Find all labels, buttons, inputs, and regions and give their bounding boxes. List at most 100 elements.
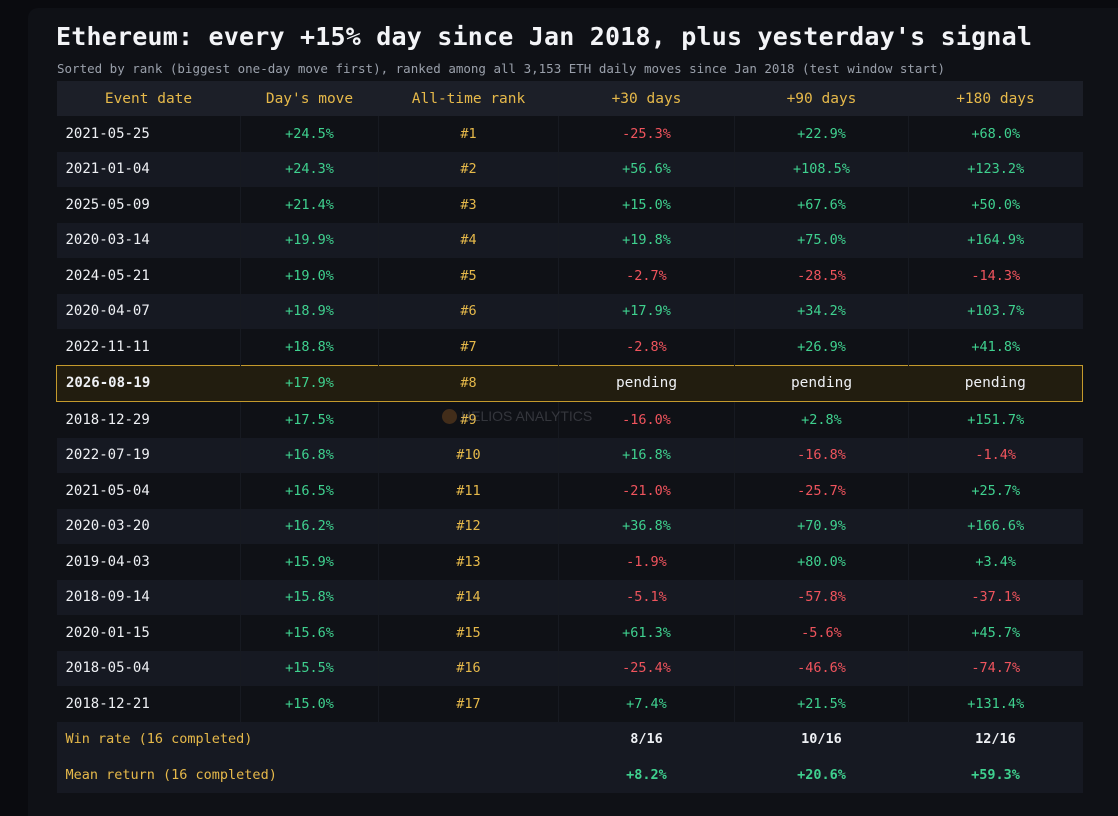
rank-cell: #2 xyxy=(378,151,559,187)
return-cell: +7.4% xyxy=(558,686,735,722)
day-move-cell: +18.8% xyxy=(240,329,379,365)
column-header: +90 days xyxy=(734,81,909,116)
return-cell: +75.0% xyxy=(734,222,909,258)
return-cell: +15.0% xyxy=(558,187,735,223)
return-cell: -25.3% xyxy=(558,116,735,152)
table-row: 2021-01-04 +24.3% #2 +56.6% +108.5% +123.2% xyxy=(56,151,1083,187)
return-cell: +2.8% xyxy=(734,401,909,438)
table-row: 2019-04-03 +15.9% #13 -1.9% +80.0% +3.4% xyxy=(56,544,1083,580)
return-cell: pending xyxy=(734,364,909,402)
return-cell: -46.6% xyxy=(734,650,909,686)
rank-cell: #8 xyxy=(378,364,559,402)
day-move-cell: +15.9% xyxy=(240,544,379,580)
table-row: 2020-03-20 +16.2% #12 +36.8% +70.9% +166.6% xyxy=(56,508,1083,544)
return-cell: +131.4% xyxy=(908,686,1083,722)
day-move-cell: +19.0% xyxy=(240,258,379,294)
rank-cell: #11 xyxy=(378,473,559,509)
rank-cell: #5 xyxy=(378,258,559,294)
return-cell: +67.6% xyxy=(734,187,909,223)
column-header: All-time rank xyxy=(378,81,559,116)
event-date-cell: 2024-05-21 xyxy=(56,258,241,294)
return-cell: +17.9% xyxy=(558,293,735,329)
return-cell: -28.5% xyxy=(734,258,909,294)
table-row: 2024-05-21 +19.0% #5 -2.7% -28.5% -14.3% xyxy=(56,258,1083,294)
day-move-cell: +18.9% xyxy=(240,293,379,329)
rank-cell: #14 xyxy=(378,579,559,615)
day-move-cell: +21.4% xyxy=(240,187,379,223)
column-header: +30 days xyxy=(558,81,735,116)
day-move-cell: +19.9% xyxy=(240,222,379,258)
return-cell: +164.9% xyxy=(908,222,1083,258)
column-header: Day's move xyxy=(240,81,379,116)
event-date-cell: 2018-05-04 xyxy=(56,650,241,686)
column-header: Event date xyxy=(56,81,241,116)
return-cell: -1.9% xyxy=(558,544,735,580)
rank-cell: #15 xyxy=(378,615,559,651)
rank-cell: #13 xyxy=(378,544,559,580)
summary-empty-cell xyxy=(240,757,379,793)
return-cell: +25.7% xyxy=(908,473,1083,509)
event-date-cell: 2022-07-19 xyxy=(56,437,241,473)
return-cell: +70.9% xyxy=(734,508,909,544)
table-row: 2018-12-29 +17.5% #9 -16.0% +2.8% +151.7% xyxy=(56,401,1083,438)
rank-cell: #9 xyxy=(378,401,559,438)
summary-value: 8/16 xyxy=(558,721,735,757)
event-date-cell: 2020-04-07 xyxy=(56,293,241,329)
rank-cell: #16 xyxy=(378,650,559,686)
event-date-cell: 2025-05-09 xyxy=(56,187,241,223)
table-row: 2025-05-09 +21.4% #3 +15.0% +67.6% +50.0% xyxy=(56,187,1083,223)
event-date-cell: 2021-01-04 xyxy=(56,151,241,187)
return-cell: +41.8% xyxy=(908,329,1083,365)
event-date-cell: 2020-01-15 xyxy=(56,615,241,651)
return-cell: pending xyxy=(908,364,1083,402)
return-cell: +3.4% xyxy=(908,544,1083,580)
page-subtitle: Sorted by rank (biggest one-day move fir… xyxy=(57,61,946,76)
rank-cell: #7 xyxy=(378,329,559,365)
return-cell: +16.8% xyxy=(558,437,735,473)
event-date-cell: 2020-03-14 xyxy=(56,222,241,258)
table-row: 2022-07-19 +16.8% #10 +16.8% -16.8% -1.4% xyxy=(56,437,1083,473)
table-row: 2018-05-04 +15.5% #16 -25.4% -46.6% -74.7% xyxy=(56,650,1083,686)
return-cell: -25.7% xyxy=(734,473,909,509)
day-move-cell: +15.0% xyxy=(240,686,379,722)
rank-cell: #4 xyxy=(378,222,559,258)
event-date-cell: 2022-11-11 xyxy=(56,329,241,365)
event-date-cell: 2026-08-19 xyxy=(56,364,241,402)
table-row: 2018-12-21 +15.0% #17 +7.4% +21.5% +131.4% xyxy=(56,686,1083,722)
table-row: 2021-05-25 +24.5% #1 -25.3% +22.9% +68.0% xyxy=(56,116,1083,152)
table-footer: Win rate (16 completed) 8/16 10/16 12/16 Mea… xyxy=(56,721,1083,793)
summary-value: 10/16 xyxy=(734,721,909,757)
return-cell: -21.0% xyxy=(558,473,735,509)
return-cell: +50.0% xyxy=(908,187,1083,223)
summary-empty-cell xyxy=(378,721,559,757)
return-cell: -14.3% xyxy=(908,258,1083,294)
table-row: 2020-04-07 +18.9% #6 +17.9% +34.2% +103.7% xyxy=(56,293,1083,329)
return-cell: -25.4% xyxy=(558,650,735,686)
return-cell: +21.5% xyxy=(734,686,909,722)
day-move-cell: +16.2% xyxy=(240,508,379,544)
table-row: 2020-03-14 +19.9% #4 +19.8% +75.0% +164.9% xyxy=(56,222,1083,258)
day-move-cell: +17.5% xyxy=(240,401,379,438)
events-table: Event date Day's move All-time rank +30 day… xyxy=(56,81,1083,793)
return-cell: -37.1% xyxy=(908,579,1083,615)
table-row: 2018-09-14 +15.8% #14 -5.1% -57.8% -37.1% xyxy=(56,579,1083,615)
rank-cell: #10 xyxy=(378,437,559,473)
return-cell: +123.2% xyxy=(908,151,1083,187)
day-move-cell: +16.8% xyxy=(240,437,379,473)
return-cell: +45.7% xyxy=(908,615,1083,651)
day-move-cell: +15.8% xyxy=(240,579,379,615)
summary-empty-cell xyxy=(240,721,379,757)
return-cell: -16.8% xyxy=(734,437,909,473)
table-row: 2026-08-19 +17.9% #8 pending pending pending xyxy=(56,364,1083,402)
event-date-cell: 2019-04-03 xyxy=(56,544,241,580)
summary-empty-cell xyxy=(378,757,559,793)
day-move-cell: +24.5% xyxy=(240,116,379,152)
return-cell: +108.5% xyxy=(734,151,909,187)
table-row: 2020-01-15 +15.6% #15 +61.3% -5.6% +45.7% xyxy=(56,615,1083,651)
return-cell: +166.6% xyxy=(908,508,1083,544)
rank-cell: #17 xyxy=(378,686,559,722)
return-cell: +80.0% xyxy=(734,544,909,580)
summary-row: Mean return (16 completed) +8.2% +20.6% +59… xyxy=(56,757,1083,793)
summary-label: Win rate (16 completed) xyxy=(56,721,252,757)
rank-cell: #6 xyxy=(378,293,559,329)
